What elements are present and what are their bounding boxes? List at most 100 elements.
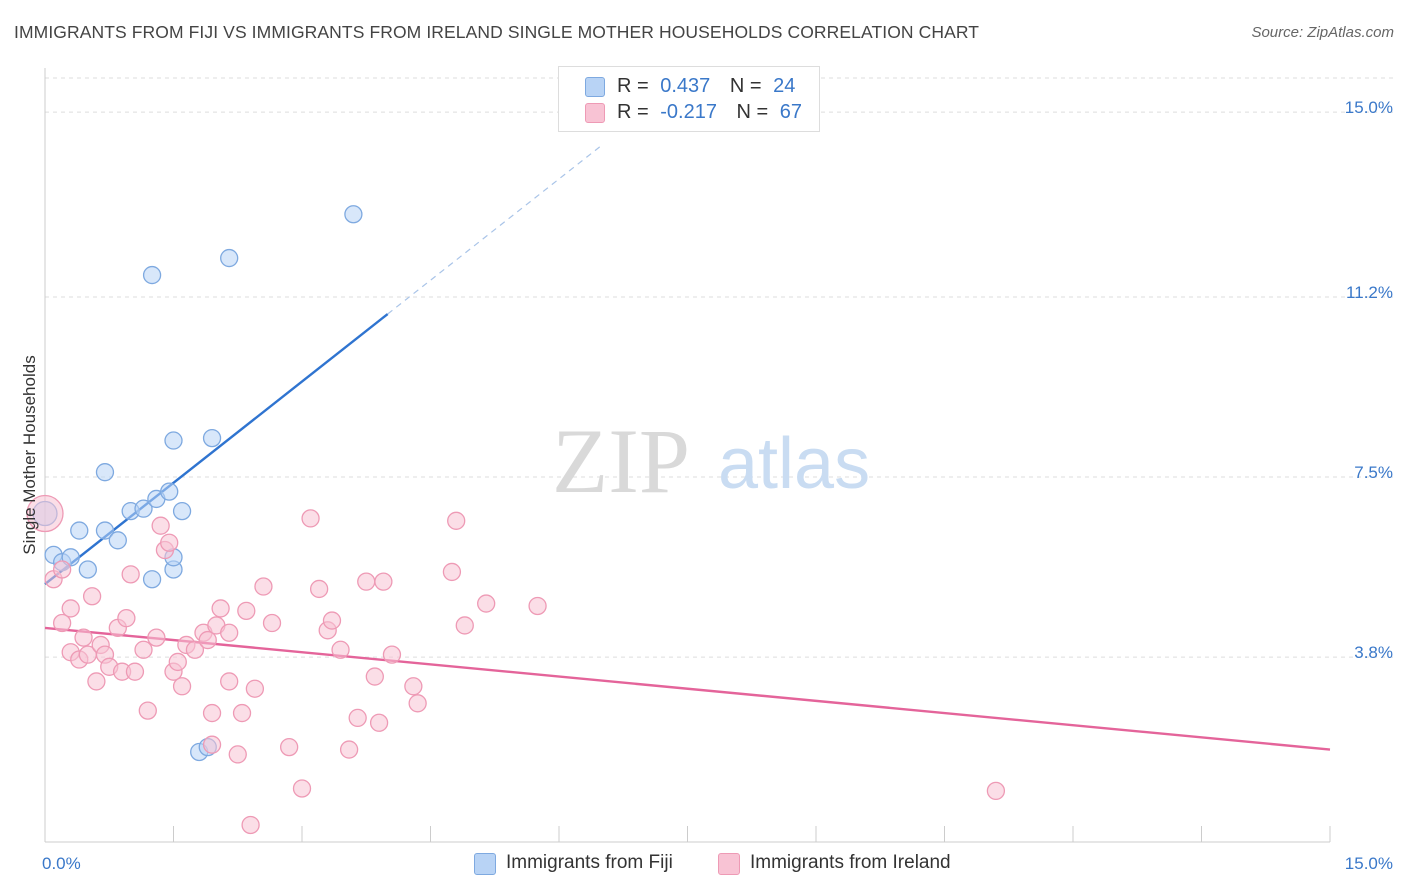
ireland-point bbox=[121, 565, 140, 584]
fiji-point bbox=[344, 205, 363, 224]
ireland-point bbox=[331, 640, 350, 659]
ireland-point bbox=[228, 745, 247, 764]
legend-fiji-r-label: R = bbox=[617, 75, 649, 97]
ireland-point bbox=[87, 672, 106, 691]
ireland-point bbox=[74, 628, 93, 647]
y-tick-label: 15.0% bbox=[1345, 98, 1393, 117]
data-points bbox=[26, 205, 1006, 835]
legend-fiji-n-label: N = bbox=[729, 75, 762, 97]
legend-ireland-r-label: R = bbox=[617, 101, 649, 123]
ireland-point bbox=[211, 599, 230, 618]
fiji-point bbox=[142, 570, 162, 589]
ireland-point bbox=[185, 640, 205, 659]
legend-ireland-n-label: N = bbox=[736, 101, 769, 123]
fiji-point bbox=[220, 248, 239, 268]
bottom-legend-label-ireland: Immigrants from Ireland bbox=[750, 852, 951, 873]
ireland-point bbox=[442, 562, 462, 582]
ireland-point bbox=[220, 623, 239, 642]
ireland-point bbox=[168, 652, 187, 672]
ireland-point bbox=[339, 740, 359, 759]
ireland-point bbox=[447, 511, 466, 530]
ireland-point bbox=[147, 628, 166, 647]
fiji-point bbox=[95, 463, 115, 482]
ireland-point bbox=[82, 587, 102, 606]
correlation-legend: R = 0.437 N = 24 R = -0.217 N = 67 bbox=[558, 66, 820, 132]
legend-fiji-r-value: 0.437 bbox=[660, 75, 711, 97]
ireland-point bbox=[292, 779, 312, 798]
ireland-point bbox=[369, 713, 389, 732]
ireland-point bbox=[408, 694, 427, 713]
fiji-point bbox=[142, 265, 162, 285]
axes bbox=[44, 68, 1331, 843]
ireland-point bbox=[348, 708, 367, 728]
fiji-point bbox=[160, 482, 179, 501]
y-axis-label: Single Mother Households bbox=[20, 355, 39, 555]
ireland-point bbox=[322, 611, 342, 630]
x-tick-label: 0.0% bbox=[42, 854, 81, 873]
fiji-point bbox=[134, 499, 153, 518]
watermark-zip: ZIP bbox=[552, 410, 690, 512]
ireland-point bbox=[455, 616, 474, 635]
ireland-point bbox=[309, 579, 329, 599]
ireland-point bbox=[160, 533, 179, 552]
legend-ireland-r-value: -0.217 bbox=[660, 101, 717, 123]
bottom-legend-swatch-ireland bbox=[718, 853, 740, 875]
ireland-point bbox=[357, 572, 376, 591]
ireland-point bbox=[26, 494, 64, 533]
ireland-point bbox=[986, 781, 1006, 801]
ireland-point bbox=[232, 703, 252, 723]
ireland-point bbox=[151, 516, 170, 535]
source-label: Source: ZipAtlas.com bbox=[1251, 24, 1394, 41]
legend-fiji-n-value: 24 bbox=[773, 75, 796, 97]
ireland-point bbox=[134, 640, 153, 659]
ireland-point bbox=[254, 577, 273, 596]
ireland-point bbox=[262, 613, 282, 633]
y-tick-label: 3.8% bbox=[1354, 643, 1393, 662]
ireland-point bbox=[477, 594, 496, 613]
ireland-point bbox=[245, 679, 265, 698]
ireland-point bbox=[117, 609, 136, 628]
ireland-point bbox=[237, 601, 256, 621]
ireland-point bbox=[198, 630, 217, 650]
ireland-point bbox=[202, 703, 222, 723]
fiji-point bbox=[95, 521, 115, 540]
watermark-atlas: atlas bbox=[718, 424, 870, 504]
ireland-point bbox=[52, 560, 72, 579]
ireland-point bbox=[301, 509, 320, 528]
fiji-trend-line bbox=[44, 313, 389, 586]
bottom-legend-label-fiji: Immigrants from Fiji bbox=[506, 852, 673, 873]
fiji-point bbox=[108, 531, 127, 550]
ireland-point bbox=[241, 815, 260, 835]
watermark: ZIP atlas bbox=[552, 410, 870, 512]
fiji-point bbox=[164, 431, 183, 450]
fiji-point bbox=[202, 428, 222, 448]
y-tick-label: 11.2% bbox=[1346, 283, 1393, 302]
fiji-trend-extension bbox=[387, 144, 603, 315]
ireland-point bbox=[138, 701, 157, 720]
x-tick-label: 15.0% bbox=[1345, 854, 1393, 873]
ireland-point bbox=[279, 737, 299, 757]
ireland-point bbox=[220, 672, 239, 691]
fiji-point bbox=[172, 501, 192, 521]
fiji-point bbox=[70, 521, 89, 540]
ireland-point bbox=[61, 599, 80, 618]
chart-title: IMMIGRANTS FROM FIJI VS IMMIGRANTS FROM … bbox=[14, 22, 980, 42]
legend-swatch-fiji bbox=[585, 77, 605, 97]
ireland-point bbox=[52, 613, 72, 633]
ireland-point bbox=[528, 596, 547, 616]
ireland-point bbox=[404, 677, 423, 696]
bottom-legend-swatch-fiji bbox=[474, 853, 496, 875]
ireland-trend-line bbox=[44, 626, 1331, 751]
ireland-point bbox=[125, 662, 145, 681]
grid-lines bbox=[45, 77, 1395, 658]
ireland-point bbox=[374, 572, 393, 591]
legend-swatch-ireland bbox=[585, 103, 605, 123]
fiji-point bbox=[78, 560, 97, 579]
ireland-point bbox=[382, 645, 402, 664]
ireland-point bbox=[365, 667, 384, 686]
y-tick-label: 7.5% bbox=[1354, 463, 1393, 482]
tick-labels: 3.8% 7.5% 11.2% 15.0% 0.0% 15.0% bbox=[42, 98, 1393, 873]
legend-ireland-n-value: 67 bbox=[779, 101, 803, 123]
ireland-point bbox=[172, 677, 192, 696]
